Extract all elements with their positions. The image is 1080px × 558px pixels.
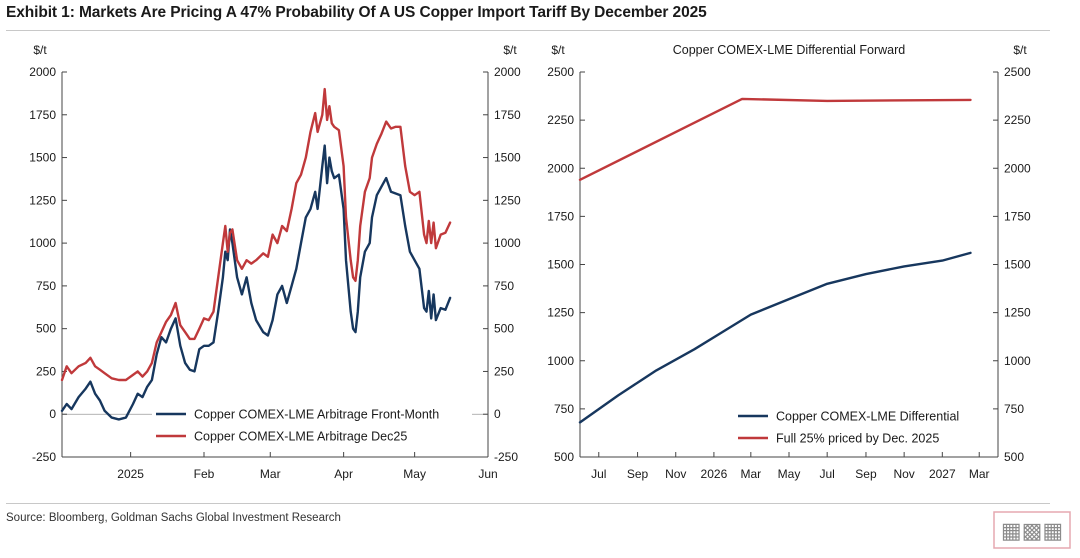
fwd-xtick-label: Mar [969, 467, 990, 481]
fwd-ytick-label-left: 2000 [547, 161, 574, 175]
fwd-xtick-label: 2026 [701, 467, 728, 481]
arb-xtick-label: Feb [194, 467, 215, 481]
arb-legend-label-1: Copper COMEX-LME Arbitrage Front-Month [194, 408, 439, 422]
arb-ytick-label-left: 1000 [29, 236, 56, 250]
fwd-series-line-2 [578, 97, 972, 181]
fwd-ytick-label-right: 1500 [1004, 258, 1031, 272]
fwd-ytick-label-left: 1750 [547, 209, 574, 223]
fwd-xtick-label: Jul [591, 467, 606, 481]
fwd-ytick-label-right: 750 [1004, 402, 1024, 416]
fwd-ytick-label-right: 2500 [1004, 65, 1031, 79]
fwd-ytick-label-left: 750 [554, 402, 574, 416]
fwd-legend-label-1: Copper COMEX-LME Differential [776, 410, 959, 424]
arb-legend-label-2: Copper COMEX-LME Arbitrage Dec25 [194, 430, 407, 444]
arb-xtick-label: 2025 [117, 467, 144, 481]
arb-ytick-label-right: 2000 [494, 65, 521, 79]
arb-ytick-label-left: 500 [36, 322, 56, 336]
fwd-ytick-label-left: 2250 [547, 113, 574, 127]
arb-ytick-label-left: 1750 [29, 108, 56, 122]
arb-unit-right: $/t [503, 43, 517, 57]
arb-ytick-label-right: 1250 [494, 193, 521, 207]
arb-ytick-label-left: 1500 [29, 151, 56, 165]
arb-unit-left: $/t [33, 43, 47, 57]
arb-legend-bg [152, 404, 472, 424]
fwd-legend-bg [734, 406, 990, 426]
fwd-xtick-label: Sep [627, 467, 649, 481]
arb-ytick-label-left: 1250 [29, 193, 56, 207]
fwd-ytick-label-left: 1250 [547, 306, 574, 320]
fwd-ytick-label-left: 1500 [547, 258, 574, 272]
title-divider [6, 30, 1050, 31]
arb-xtick-label: Mar [260, 467, 281, 481]
arb-ytick-label-right: -250 [494, 450, 518, 464]
fwd-ytick-label-right: 2250 [1004, 113, 1031, 127]
arb-ytick-label-right: 250 [494, 364, 514, 378]
fwd-legend-label-2: Full 25% priced by Dec. 2025 [776, 432, 939, 446]
arb-ytick-label-right: 0 [494, 407, 501, 421]
fwd-ytick-label-left: 1000 [547, 354, 574, 368]
arb-ytick-label-right: 750 [494, 279, 514, 293]
arb-legend: Copper COMEX-LME Arbitrage Front-Month Co… [152, 404, 472, 446]
svg-text:▦▩▦: ▦▩▦ [1001, 519, 1063, 544]
fwd-ytick-label-right: 2000 [1004, 161, 1031, 175]
footer-divider [6, 503, 1050, 504]
arb-ytick-label-left: 2000 [29, 65, 56, 79]
fwd-ytick-label-right: 1750 [1004, 209, 1031, 223]
arb-legend-bg [152, 426, 472, 446]
fwd-ytick-label-left: 500 [554, 450, 574, 464]
arb-series-line-1 [60, 144, 452, 421]
arb-ytick-label-left: -250 [32, 450, 56, 464]
fwd-ytick-label-right: 500 [1004, 450, 1024, 464]
fwd-ytick-label-left: 2500 [547, 65, 574, 79]
arb-xtick-label: Apr [334, 467, 353, 481]
arb-series-line-2 [60, 87, 452, 382]
fwd-unit-right: $/t [1013, 43, 1027, 57]
arb-chart: -250 -250 0 0 250 250 500 500 750 750 1000 1000 1250… [29, 43, 521, 481]
arb-ytick-label-right: 500 [494, 322, 514, 336]
arb-ytick-label-right: 1750 [494, 108, 521, 122]
fwd-ytick-label-right: 1000 [1004, 354, 1031, 368]
fwd-ytick-label-right: 1250 [1004, 306, 1031, 320]
fwd-xtick-label: 2027 [929, 467, 956, 481]
fwd-xtick-label: Jul [819, 467, 834, 481]
watermark-seal: ▦▩▦ [993, 511, 1071, 549]
arb-ytick-label-left: 0 [49, 407, 56, 421]
fwd-unit-left: $/t [551, 43, 565, 57]
arb-ytick-label-left: 250 [36, 364, 56, 378]
fwd-xtick-label: Nov [665, 467, 686, 481]
arb-ytick-label-left: 750 [36, 279, 56, 293]
fwd-xtick-label: Sep [855, 467, 877, 481]
fwd-series-line-1 [578, 251, 972, 424]
fwd-xtick-label: Nov [893, 467, 914, 481]
fwd-xtick-label: Mar [740, 467, 761, 481]
exhibit-title: Exhibit 1: Markets Are Pricing A 47% Pro… [6, 4, 707, 21]
fwd-chart: 500 500 750 750 1000 1000 1250 1250 1500 1500 1750… [547, 43, 1031, 481]
arb-ytick-label-right: 1500 [494, 151, 521, 165]
fwd-xtick-label: May [778, 467, 801, 481]
arb-ytick-label-right: 1000 [494, 236, 521, 250]
source-note: Source: Bloomberg, Goldman Sachs Global … [6, 512, 341, 524]
fwd-legend-bg [734, 428, 990, 448]
arb-xtick-label: Jun [478, 467, 497, 481]
fwd-legend: Copper COMEX-LME Differential Full 25% pr… [734, 406, 990, 448]
arb-xtick-label: May [403, 467, 426, 481]
fwd-chart-title: Copper COMEX-LME Differential Forward [673, 43, 906, 57]
